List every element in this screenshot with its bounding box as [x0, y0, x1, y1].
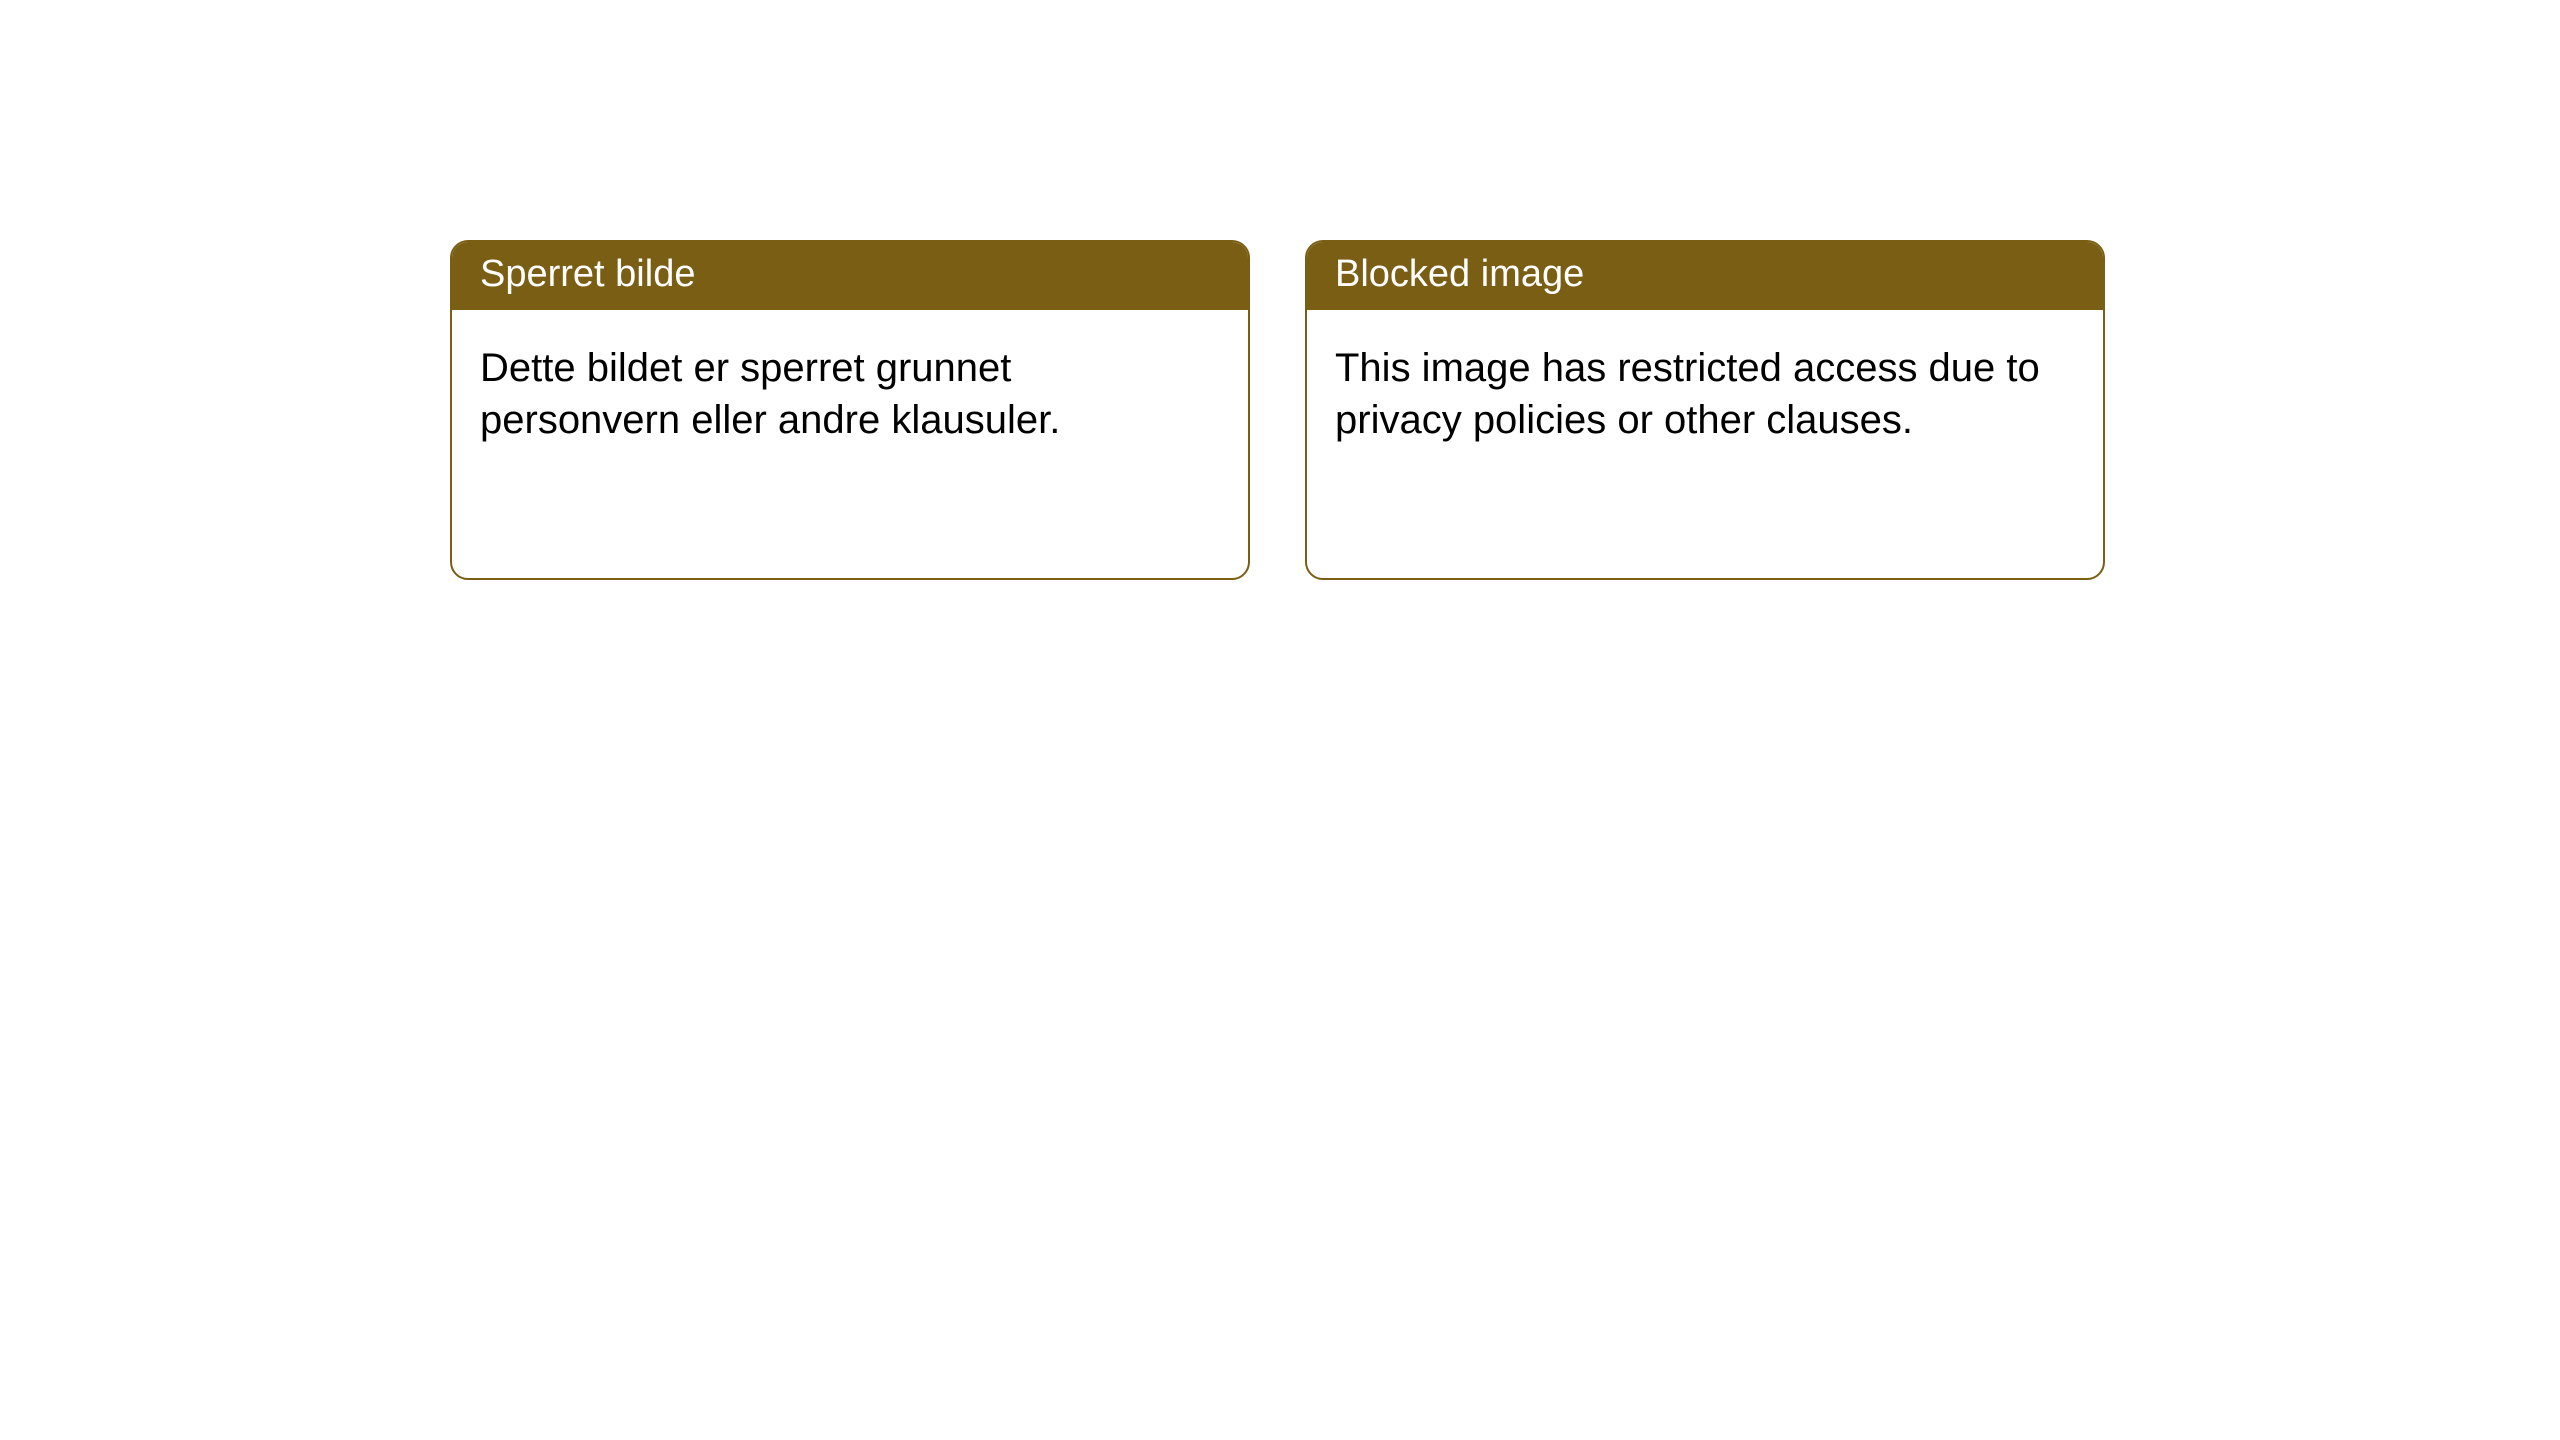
card-body-norwegian: Dette bildet er sperret grunnet personve…	[452, 310, 1248, 480]
card-body-english: This image has restricted access due to …	[1307, 310, 2103, 480]
blocked-image-card-english: Blocked image This image has restricted …	[1305, 240, 2105, 580]
card-header-norwegian: Sperret bilde	[452, 242, 1248, 310]
blocked-image-card-norwegian: Sperret bilde Dette bildet er sperret gr…	[450, 240, 1250, 580]
notice-card-container: Sperret bilde Dette bildet er sperret gr…	[450, 240, 2105, 580]
card-header-english: Blocked image	[1307, 242, 2103, 310]
